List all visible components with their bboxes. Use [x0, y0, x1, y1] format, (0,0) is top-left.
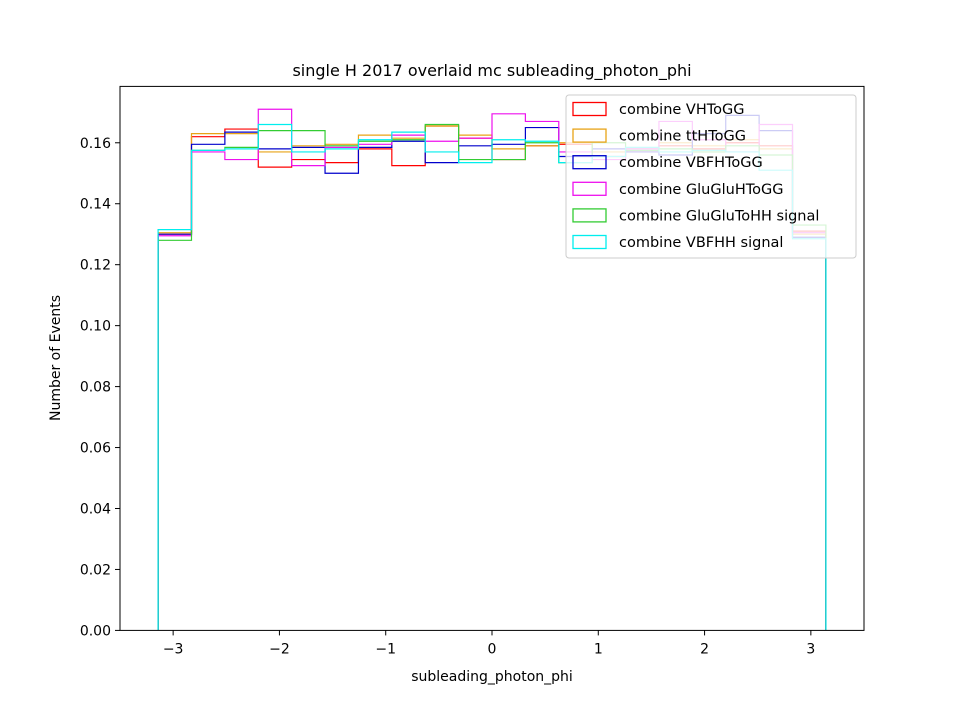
legend-swatch — [572, 208, 607, 223]
y-tick-label: 0.16 — [80, 136, 111, 152]
y-tick-label: 0.02 — [80, 562, 111, 578]
y-axis: 0.00 0.02 0.04 0.06 0.08 0.10 0.12 0.14 0.16 — [80, 136, 120, 639]
x-tick-label: −1 — [375, 641, 396, 657]
legend-box — [565, 94, 857, 259]
y-tick-label: 0.08 — [80, 380, 111, 396]
legend-swatch — [572, 234, 607, 250]
y-tick-label: 0.00 — [80, 623, 111, 639]
legend-label: combine VHToGG — [619, 102, 744, 118]
legend-swatch — [572, 181, 607, 196]
chart-title: single H 2017 overlaid mc subleading_pho… — [292, 61, 691, 81]
legend-swatch — [572, 155, 607, 170]
y-axis-label: Number of Events — [48, 295, 64, 421]
x-tick-label: −3 — [163, 641, 184, 657]
x-tick-label: 2 — [700, 641, 709, 657]
legend: combine VHToGG combine ttHToGG combine VBF… — [565, 94, 857, 259]
x-axis-label: subleading_photon_phi — [411, 669, 573, 685]
legend-label: combine GluGluToHH signal — [619, 208, 819, 224]
x-tick-label: 1 — [594, 641, 603, 657]
legend-swatch — [572, 128, 607, 143]
y-tick-label: 0.04 — [80, 501, 111, 517]
legend-swatch — [572, 101, 607, 117]
x-tick-label: 0 — [488, 641, 497, 657]
legend-label: combine ttHToGG — [619, 129, 746, 145]
x-tick-label: −2 — [269, 641, 290, 657]
y-tick-label: 0.10 — [80, 319, 111, 335]
y-tick-label: 0.06 — [80, 441, 111, 457]
x-axis: −3 −2 −1 0 1 2 3 — [163, 630, 815, 657]
legend-label: combine VBFHToGG — [619, 155, 763, 171]
y-tick-label: 0.14 — [80, 197, 111, 213]
legend-label: combine GluGluHToGG — [619, 182, 783, 198]
y-tick-label: 0.12 — [80, 258, 111, 274]
x-tick-label: 3 — [806, 641, 815, 657]
legend-entries: combine VHToGG combine ttHToGG combine VBF… — [572, 101, 819, 251]
legend-label: combine VBFHH signal — [619, 235, 783, 251]
